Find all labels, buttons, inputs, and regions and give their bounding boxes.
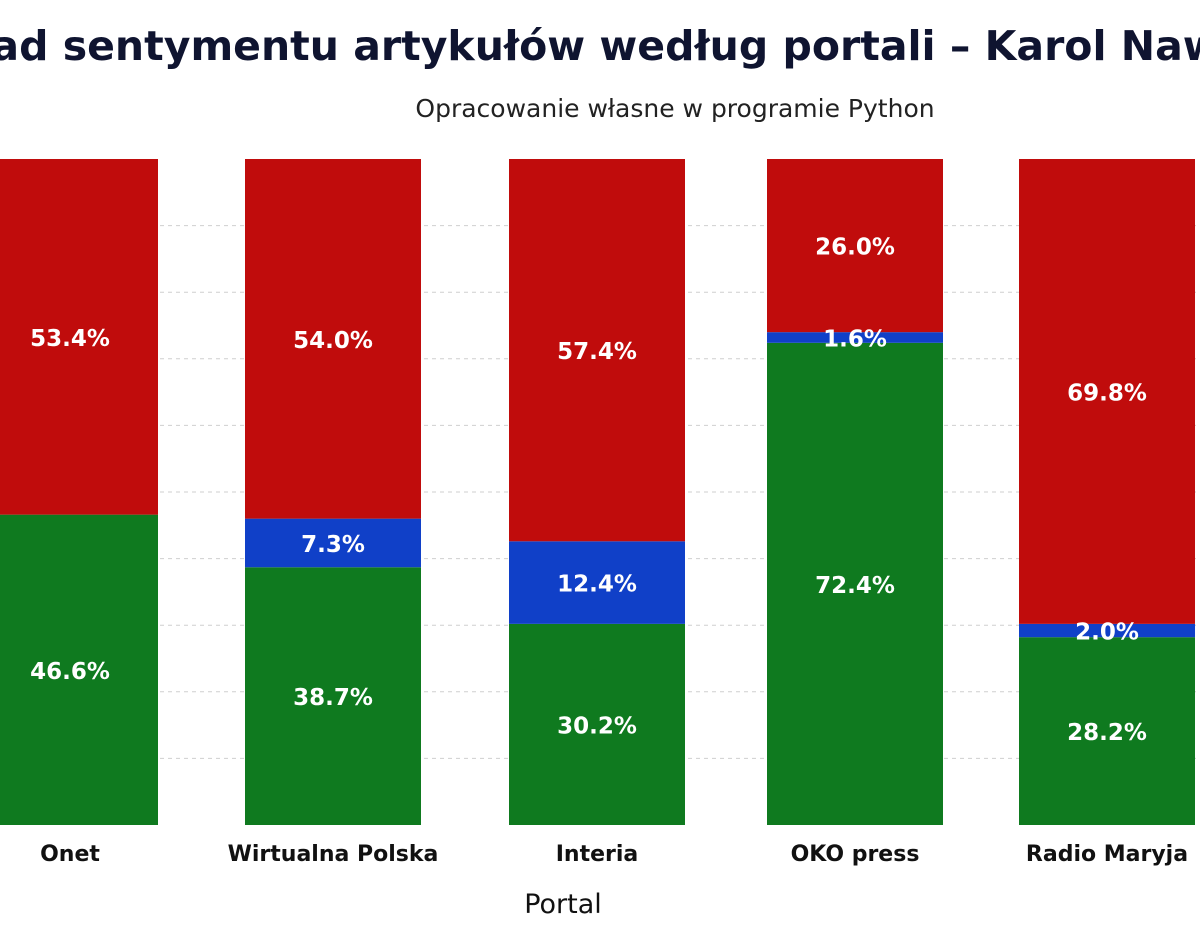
bar-segment-positive (245, 567, 421, 825)
x-tick-label: Wirtualna Polska (228, 842, 439, 867)
data-label-negative: 26.0% (815, 235, 895, 261)
chart-title: Rozkład sentymentu artykułów według port… (0, 22, 1200, 70)
data-label-neutral: 1.6% (823, 326, 887, 352)
data-label-negative: 54.0% (293, 328, 373, 354)
bar-segment-negative (767, 159, 943, 333)
bar-segment-positive (0, 514, 158, 825)
data-label-positive: 38.7% (293, 685, 373, 711)
data-label-neutral: 2.0% (1075, 620, 1139, 646)
bar-segment-negative (0, 159, 158, 515)
bar-segment-positive (767, 342, 943, 825)
bar-segment-neutral (245, 518, 421, 568)
data-label-negative: 57.4% (557, 339, 637, 365)
data-label-positive: 72.4% (815, 573, 895, 599)
data-labels: 46.6% 53.4% 38.7% 7.3% 54.0% 30.2% 12.4% 57.4% 7… (30, 235, 1147, 747)
data-label-neutral: 12.4% (557, 572, 637, 598)
chart-subtitle: Opracowanie własne w programie Python (415, 94, 934, 123)
bar-segment-positive (1019, 637, 1195, 825)
x-tick-label: Interia (556, 842, 639, 867)
x-tick-label: OKO press (791, 842, 920, 867)
data-label-negative: 53.4% (30, 326, 110, 352)
bar-segment-neutral (1019, 623, 1195, 638)
bar-segment-negative (1019, 159, 1195, 624)
bar-segment-neutral (767, 332, 943, 343)
x-tick-labels: Onet Wirtualna Polska Interia OKO press Radi… (40, 842, 1188, 867)
bar-segments (0, 159, 1195, 825)
x-tick-label: Onet (40, 842, 100, 867)
data-label-positive: 30.2% (557, 713, 637, 739)
bar-segment-neutral (509, 541, 685, 624)
data-label-neutral: 7.3% (301, 532, 365, 558)
data-label-positive: 28.2% (1067, 720, 1147, 746)
x-axis-label: Portal (524, 889, 602, 920)
x-tick-label: Radio Maryja (1026, 842, 1188, 867)
bar-segment-negative (245, 159, 421, 519)
bar-segment-negative (509, 159, 685, 542)
data-label-positive: 46.6% (30, 659, 110, 685)
data-label-negative: 69.8% (1067, 380, 1147, 406)
bar-segment-positive (509, 623, 685, 825)
